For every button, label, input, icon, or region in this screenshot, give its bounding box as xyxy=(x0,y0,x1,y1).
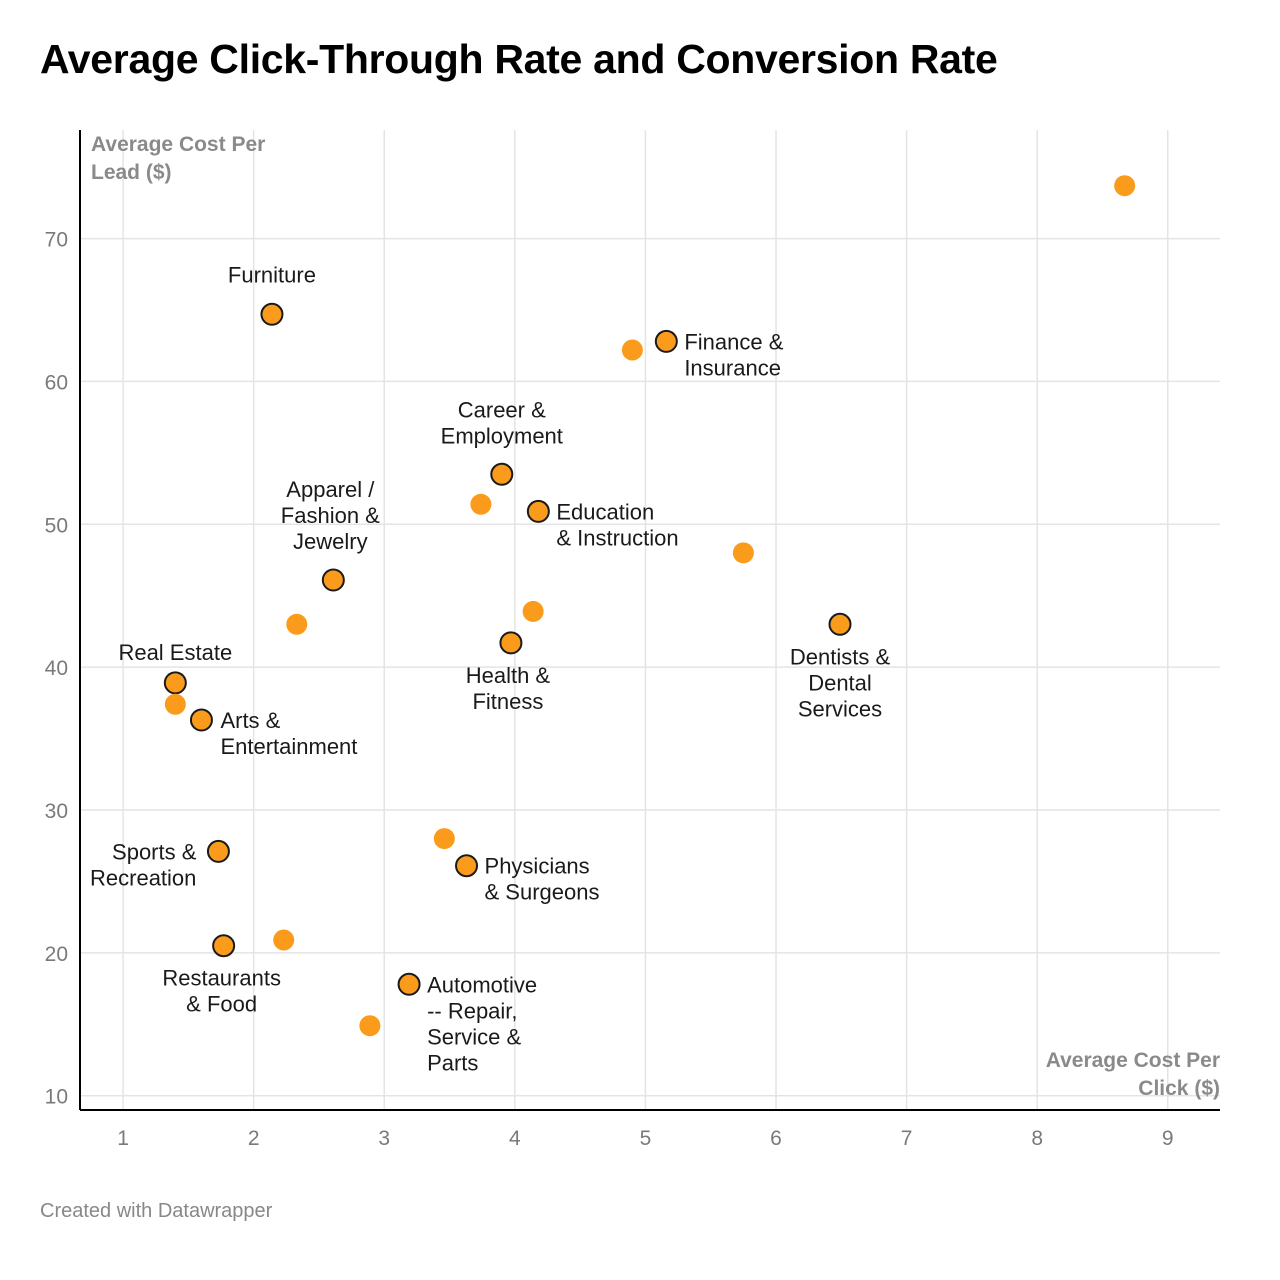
point-label: Health & Fitness xyxy=(466,663,551,714)
point-label: Restaurants & Food xyxy=(162,966,281,1017)
data-points xyxy=(163,175,1136,1037)
data-point xyxy=(732,542,754,564)
x-tick-label: 2 xyxy=(248,1127,260,1150)
labeled-data-point xyxy=(206,839,230,863)
y-tick-label: 70 xyxy=(45,229,68,252)
grid-lines xyxy=(80,130,1220,1110)
x-tick-label: 1 xyxy=(117,1127,129,1150)
chart-title: Average Click-Through Rate and Conversio… xyxy=(40,36,998,82)
axis-titles: Average Cost Per Lead ($) Average Cost Pe… xyxy=(91,133,1220,1100)
data-point xyxy=(273,929,295,951)
point-label: Real Estate xyxy=(118,640,232,665)
data-point xyxy=(470,493,492,515)
point-label: Education & Instruction xyxy=(556,499,678,550)
data-point xyxy=(1114,175,1136,197)
data-point xyxy=(286,613,308,635)
labeled-data-point xyxy=(654,329,678,353)
x-axis-title: Average Cost Per Click ($) xyxy=(1046,1049,1220,1100)
labeled-data-point xyxy=(828,612,852,636)
x-tick-label: 8 xyxy=(1031,1127,1043,1150)
point-label: Automotive -- Repair, Service & Parts xyxy=(427,972,537,1075)
labeled-data-point xyxy=(397,972,421,996)
labeled-data-point xyxy=(260,302,284,326)
y-tick-label: 40 xyxy=(45,657,68,680)
y-tick-label: 50 xyxy=(45,514,68,537)
labeled-data-point xyxy=(526,499,550,523)
x-tick-label: 4 xyxy=(509,1127,521,1150)
x-tick-label: 6 xyxy=(770,1127,782,1150)
data-point xyxy=(522,600,544,622)
labeled-data-point xyxy=(321,568,345,592)
labeled-data-point xyxy=(212,934,236,958)
point-label: Dentists & Dental Services xyxy=(790,644,891,721)
x-tick-label: 9 xyxy=(1162,1127,1174,1150)
data-point xyxy=(164,693,186,715)
point-label: Sports & Recreation xyxy=(90,839,197,890)
footer-credit: Created with Datawrapper xyxy=(40,1200,273,1222)
point-label: Finance & Insurance xyxy=(684,329,783,380)
tick-labels: 1 2 3 4 5 6 7 8 9 10 20 30 40 50 60 70 xyxy=(45,229,1174,1150)
labeled-data-point xyxy=(490,462,514,486)
y-tick-label: 10 xyxy=(45,1086,68,1109)
data-point xyxy=(433,828,455,850)
point-label: Furniture xyxy=(228,262,316,287)
point-labels: Furniture Finance & Insurance Career & Emplo… xyxy=(90,262,890,1075)
point-label: Physicians & Surgeons xyxy=(485,854,600,905)
y-tick-label: 20 xyxy=(45,943,68,966)
point-label: Career & Employment xyxy=(441,397,563,448)
y-tick-label: 60 xyxy=(45,371,68,394)
labeled-data-point xyxy=(499,631,523,655)
axes xyxy=(79,130,1220,1111)
x-tick-label: 7 xyxy=(901,1127,913,1150)
point-label: Apparel / Fashion & Jewelry xyxy=(281,477,380,554)
x-tick-label: 5 xyxy=(640,1127,652,1150)
labeled-data-point xyxy=(455,854,479,878)
x-tick-label: 3 xyxy=(378,1127,390,1150)
data-point xyxy=(359,1015,381,1037)
labeled-data-point xyxy=(189,708,213,732)
y-axis-title: Average Cost Per Lead ($) xyxy=(91,133,265,184)
labeled-data-point xyxy=(163,671,187,695)
data-point xyxy=(621,339,643,361)
y-tick-label: 30 xyxy=(45,800,68,823)
point-label: Arts & Entertainment xyxy=(220,708,357,759)
